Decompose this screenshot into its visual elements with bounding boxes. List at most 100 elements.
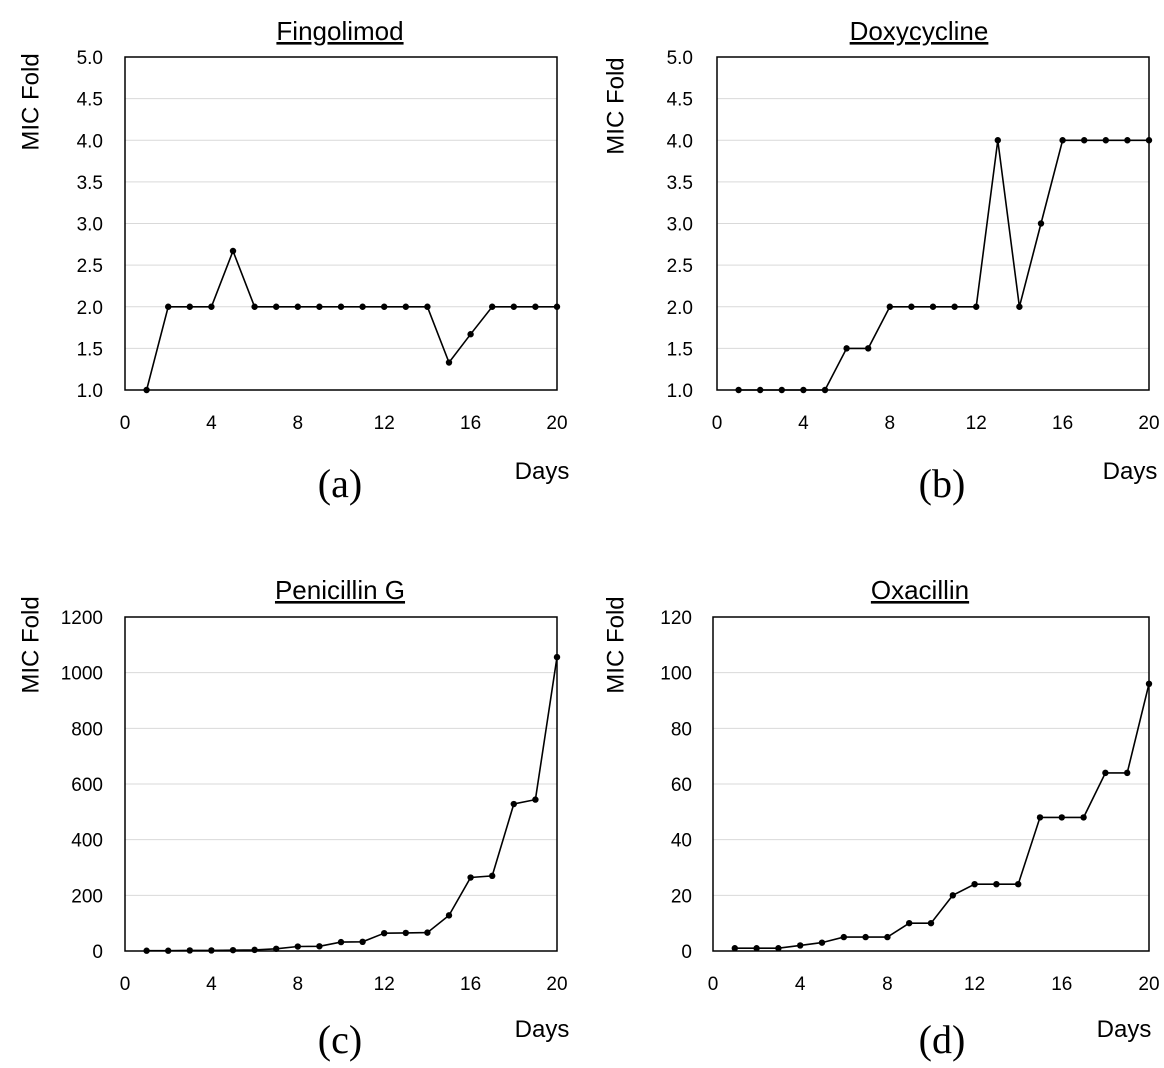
y-tick-label: 1200 <box>61 608 103 629</box>
y-tick-label: 2.5 <box>667 256 693 277</box>
x-tick-label: 12 <box>374 974 395 995</box>
data-point <box>251 946 258 954</box>
x-tick-label: 8 <box>293 413 304 434</box>
x-tick-label: 4 <box>206 413 217 434</box>
y-tick-label: 3.5 <box>77 173 103 194</box>
data-point <box>273 303 280 310</box>
y-tick-label: 800 <box>71 719 103 740</box>
y-tick-label: 4.0 <box>77 131 103 152</box>
y-tick-label: 80 <box>671 719 692 740</box>
series-line <box>145 248 557 391</box>
data-point <box>165 303 172 310</box>
x-tick-label: 0 <box>120 413 131 434</box>
chart-panel-0: 1.0 1.5 2.0 2.5 3.0 3.5 4.0 4.5 5.0 0 4 8 12 16 20 Fing… <box>17 16 569 506</box>
y-tick-label: 4.5 <box>667 90 693 111</box>
data-point <box>532 303 539 310</box>
data-point <box>1102 137 1110 144</box>
y-tick-label: 0 <box>681 942 692 963</box>
data-point <box>862 933 869 941</box>
y-tick-label: 0 <box>92 942 103 963</box>
data-point <box>731 945 738 952</box>
data-point <box>1080 814 1087 821</box>
y-tick-label: 2.5 <box>77 256 103 277</box>
panel-label: (b) <box>919 461 966 506</box>
y-axis-label: MIC Fold <box>17 53 44 150</box>
data-point <box>800 386 807 394</box>
data-point <box>778 386 785 394</box>
data-point <box>337 303 345 310</box>
panel-label: (d) <box>919 1017 966 1062</box>
data-point <box>489 872 496 880</box>
chart-panel-2: 0 200 400 600 800 1000 1200 0 4 8 12 16 20 Penicillin… <box>17 575 569 1062</box>
x-tick-label: 12 <box>964 974 985 995</box>
x-axis-label: Days <box>1103 458 1158 485</box>
data-point <box>886 303 893 310</box>
data-point <box>208 303 215 310</box>
x-axis-label: Days <box>515 1016 570 1043</box>
y-axis-label: MIC Fold <box>602 57 629 154</box>
x-tick-label: 0 <box>712 413 723 434</box>
data-point <box>553 653 561 661</box>
data-point <box>445 912 453 919</box>
data-point <box>818 939 826 946</box>
y-tick-label: 1.0 <box>77 381 103 402</box>
x-tick-label: 8 <box>885 413 896 434</box>
data-point <box>208 947 215 954</box>
data-point <box>1124 137 1131 144</box>
x-axis-label: Days <box>515 458 570 485</box>
data-point <box>993 881 1000 888</box>
data-point <box>1124 769 1131 777</box>
data-point <box>143 947 150 954</box>
y-tick-label: 3.0 <box>77 215 103 236</box>
data-point <box>229 946 237 954</box>
data-point <box>316 303 323 310</box>
series-line <box>146 656 558 952</box>
data-point <box>1081 137 1088 144</box>
data-point <box>951 303 958 310</box>
chart-title: Oxacillin <box>871 575 969 605</box>
x-tick-label: 0 <box>120 974 131 995</box>
data-point <box>1016 303 1023 310</box>
x-tick-label: 20 <box>1138 413 1159 434</box>
data-point <box>1058 814 1066 821</box>
series-line <box>734 683 1150 950</box>
y-tick-label: 1000 <box>61 664 103 685</box>
y-tick-label: 5.0 <box>667 48 693 69</box>
data-point <box>1036 814 1044 821</box>
x-tick-label: 16 <box>1052 413 1073 434</box>
x-tick-label: 20 <box>546 413 567 434</box>
data-point <box>445 359 453 366</box>
data-point <box>884 933 891 941</box>
x-tick-label: 4 <box>798 413 809 434</box>
x-tick-label: 8 <box>293 974 304 995</box>
x-tick-label: 20 <box>546 974 567 995</box>
data-point <box>840 933 847 941</box>
x-tick-label: 16 <box>1051 974 1072 995</box>
x-tick-label: 16 <box>460 413 481 434</box>
data-point <box>553 303 561 310</box>
data-point <box>316 943 323 950</box>
series-line <box>738 139 1149 391</box>
data-point <box>1059 137 1066 144</box>
data-point <box>467 874 474 881</box>
y-tick-label: 20 <box>671 886 692 907</box>
x-axis-label: Days <box>1097 1016 1152 1043</box>
data-point <box>381 929 388 937</box>
y-tick-label: 120 <box>660 608 692 629</box>
data-point <box>402 929 409 937</box>
data-point <box>467 331 474 338</box>
data-point <box>927 919 935 927</box>
y-axis-label: MIC Fold <box>602 596 629 693</box>
x-tick-label: 8 <box>882 974 893 995</box>
data-point <box>908 303 915 310</box>
data-point <box>949 892 956 899</box>
data-point <box>1145 680 1153 687</box>
data-point <box>186 303 193 310</box>
y-tick-label: 1.5 <box>77 339 103 360</box>
y-tick-label: 2.0 <box>77 298 103 319</box>
data-point <box>757 386 764 394</box>
data-point <box>294 943 301 950</box>
data-point <box>843 345 850 352</box>
y-tick-label: 2.0 <box>667 298 693 319</box>
data-point <box>1102 769 1109 777</box>
